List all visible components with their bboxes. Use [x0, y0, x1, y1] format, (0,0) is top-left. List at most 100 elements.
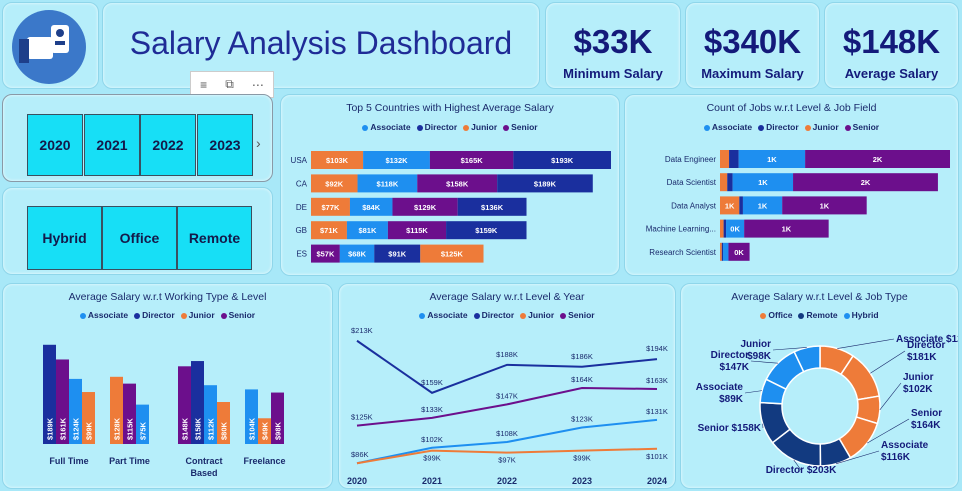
bar-senior [271, 392, 284, 444]
kpi-value: $340K [703, 23, 802, 60]
bar-senior [417, 174, 498, 193]
year-slicer-item-2023[interactable]: 2023 [197, 114, 253, 176]
data-label: $118K [377, 179, 399, 188]
data-label: $112K [207, 418, 216, 440]
bar-director [513, 151, 611, 169]
kpi-label: Maximum Salary [701, 66, 804, 81]
bar-associate [245, 389, 258, 444]
chart-title: Average Salary w.r.t Level & Job Type [731, 291, 908, 303]
legend-item-director[interactable]: Director [134, 310, 175, 320]
year-slicer-item-2020[interactable]: 2020 [27, 114, 83, 176]
bar-associate [732, 173, 794, 192]
data-label: 2K [873, 155, 883, 164]
salary-hand-logo-icon [12, 10, 86, 84]
legend-item-senior[interactable]: Senior [503, 122, 538, 132]
data-label: $101K [646, 452, 668, 461]
data-label: $84K [362, 203, 381, 212]
legend-item-senior[interactable]: Senior [560, 310, 595, 320]
legend-item-senior[interactable]: Senior [220, 310, 255, 320]
bar-senior [392, 197, 458, 216]
legend-item-director[interactable]: Director [758, 122, 799, 132]
slicer-item-hybrid[interactable]: Hybrid [27, 206, 102, 270]
chart-legend: Associate Director Junior Senior [339, 310, 675, 320]
bar-junior [311, 197, 350, 216]
axis-tick-label: Research Scientist [649, 248, 716, 257]
chart-title: Count of Jobs w.r.t Level & Job Field [706, 102, 877, 114]
data-label: Director [711, 350, 749, 361]
bar-junior [420, 244, 484, 263]
data-label: 0K [734, 248, 744, 257]
jobfield-chart-panel: Count of Jobs w.r.t Level & Job Field As… [624, 94, 959, 276]
series-line-senior [356, 386, 658, 427]
slicer-item-remote[interactable]: Remote [177, 206, 252, 270]
legend-item-director[interactable]: Director [416, 122, 457, 132]
data-label: $123K [571, 415, 593, 424]
data-label: $125K [441, 250, 464, 259]
data-label: $68K [348, 250, 367, 259]
bar-junior [311, 174, 358, 193]
legend-item-office[interactable]: Office [760, 310, 792, 320]
data-label: $165K [461, 156, 484, 165]
leader-line [772, 347, 807, 351]
legend-item-senior[interactable]: Senior [844, 122, 879, 132]
axis-tick-label: Data Analyst [671, 201, 717, 210]
bar-senior [728, 242, 750, 261]
data-label: Associate [881, 440, 929, 451]
kpi-label: Minimum Salary [563, 66, 663, 81]
legend-item-associate[interactable]: Associate [79, 310, 128, 320]
bar-associate [723, 242, 729, 261]
data-label: $77K [322, 203, 341, 212]
slicer-item-office[interactable]: Office [102, 206, 177, 270]
data-label: $133K [421, 405, 443, 414]
legend-item-hybrid[interactable]: Hybrid [843, 310, 879, 320]
data-label: $89K [719, 394, 744, 405]
legend-item-junior[interactable]: Junior [180, 310, 215, 320]
data-label: $147K [720, 362, 750, 373]
data-label: $92K [325, 179, 344, 188]
kpi-value: $33K [573, 23, 653, 60]
chart-legend: Associate Director Junior Senior [625, 122, 958, 132]
legend-item-junior[interactable]: Junior [520, 310, 554, 320]
data-label: 0K [730, 225, 740, 234]
data-label: 1K [758, 201, 768, 210]
data-label: 1K [725, 201, 735, 210]
data-label: $102K [421, 435, 443, 444]
data-label: $163K [646, 376, 668, 385]
data-label: $158K [194, 417, 203, 440]
header-panel: Salary Analysis Dashboard [102, 2, 540, 89]
bar-director [43, 344, 56, 444]
kpi-value: $148K [842, 23, 941, 60]
leader-line [879, 382, 902, 411]
legend-item-remote[interactable]: Remote [798, 310, 838, 320]
filter-icon[interactable]: ≡ [200, 77, 208, 92]
data-label: 2K [861, 178, 871, 187]
axis-tick-label: DE [296, 203, 307, 212]
bar-associate [339, 244, 375, 263]
year-slicer-item-2021[interactable]: 2021 [84, 114, 140, 176]
data-label: $193K [551, 156, 574, 165]
bar-senior [793, 173, 938, 192]
bar-director [739, 196, 743, 215]
legend-item-director[interactable]: Director [473, 310, 514, 320]
data-label: $103K [326, 156, 349, 165]
worktype-chart-panel: Average Salary w.r.t Working Type & Leve… [2, 283, 333, 489]
more-options-icon[interactable]: ⋯ [251, 77, 264, 92]
data-label: $98K [274, 421, 283, 440]
year-slicer-item-2022[interactable]: 2022 [140, 114, 196, 176]
chart-title: Average Salary w.r.t Working Type & Leve… [68, 291, 267, 303]
legend-item-junior[interactable]: Junior [463, 122, 497, 132]
legend-item-associate[interactable]: Associate [362, 122, 411, 132]
axis-tick-label: Machine Learning... [646, 225, 716, 234]
data-label: Junior [740, 339, 771, 350]
data-label: $159K [421, 378, 443, 387]
data-label: $104K [248, 417, 257, 440]
data-label: 1K [767, 155, 777, 164]
legend-item-associate[interactable]: Associate [419, 310, 468, 320]
legend-item-associate[interactable]: Associate [703, 122, 752, 132]
data-label: $49K [261, 421, 270, 440]
legend-item-junior[interactable]: Junior [804, 122, 839, 132]
bar-director [727, 173, 733, 192]
focus-mode-icon[interactable]: ⧉ [225, 77, 234, 91]
axis-tick-label: Data Scientist [667, 178, 717, 187]
chevron-right-icon[interactable]: › [256, 135, 261, 151]
